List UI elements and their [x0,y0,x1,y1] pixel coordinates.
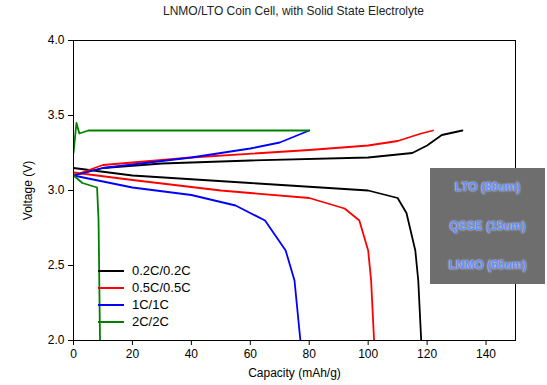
svg-text:40: 40 [185,347,199,361]
html-text:0.5C/0.5C: 0.5C/0.5C [132,280,191,295]
html-text:LTO (80um): LTO (80um) [454,180,521,195]
html-text:1C/1C: 1C/1C [132,297,169,312]
svg-text:3.5: 3.5 [48,108,65,122]
svg-text:120: 120 [417,347,437,361]
svg-text:100: 100 [358,347,378,361]
svg-text:80: 80 [303,347,317,361]
svg-text:2.5: 2.5 [48,258,65,272]
html-text:QSSE (15um): QSSE (15um) [449,219,526,233]
svg-text:Capacity (mAh/g): Capacity (mAh/g) [248,366,341,380]
svg-text:3.0: 3.0 [48,183,65,197]
svg-text:20: 20 [126,347,140,361]
html-text:LNMO (65um): LNMO (65um) [448,257,527,272]
html-text:LNMO/LTO Coin Cell, with Solid: LNMO/LTO Coin Cell, with Solid State Ele… [163,4,424,18]
svg-text:60: 60 [244,347,258,361]
html-text:0.2C/0.2C: 0.2C/0.2C [132,263,191,278]
svg-text:2.0: 2.0 [48,333,65,347]
svg-text:Voltage (V): Voltage (V) [21,161,35,220]
svg-text:140: 140 [476,347,496,361]
svg-text:4.0: 4.0 [48,33,65,47]
svg-text:0: 0 [70,347,77,361]
html-text:2C/2C: 2C/2C [132,314,169,329]
